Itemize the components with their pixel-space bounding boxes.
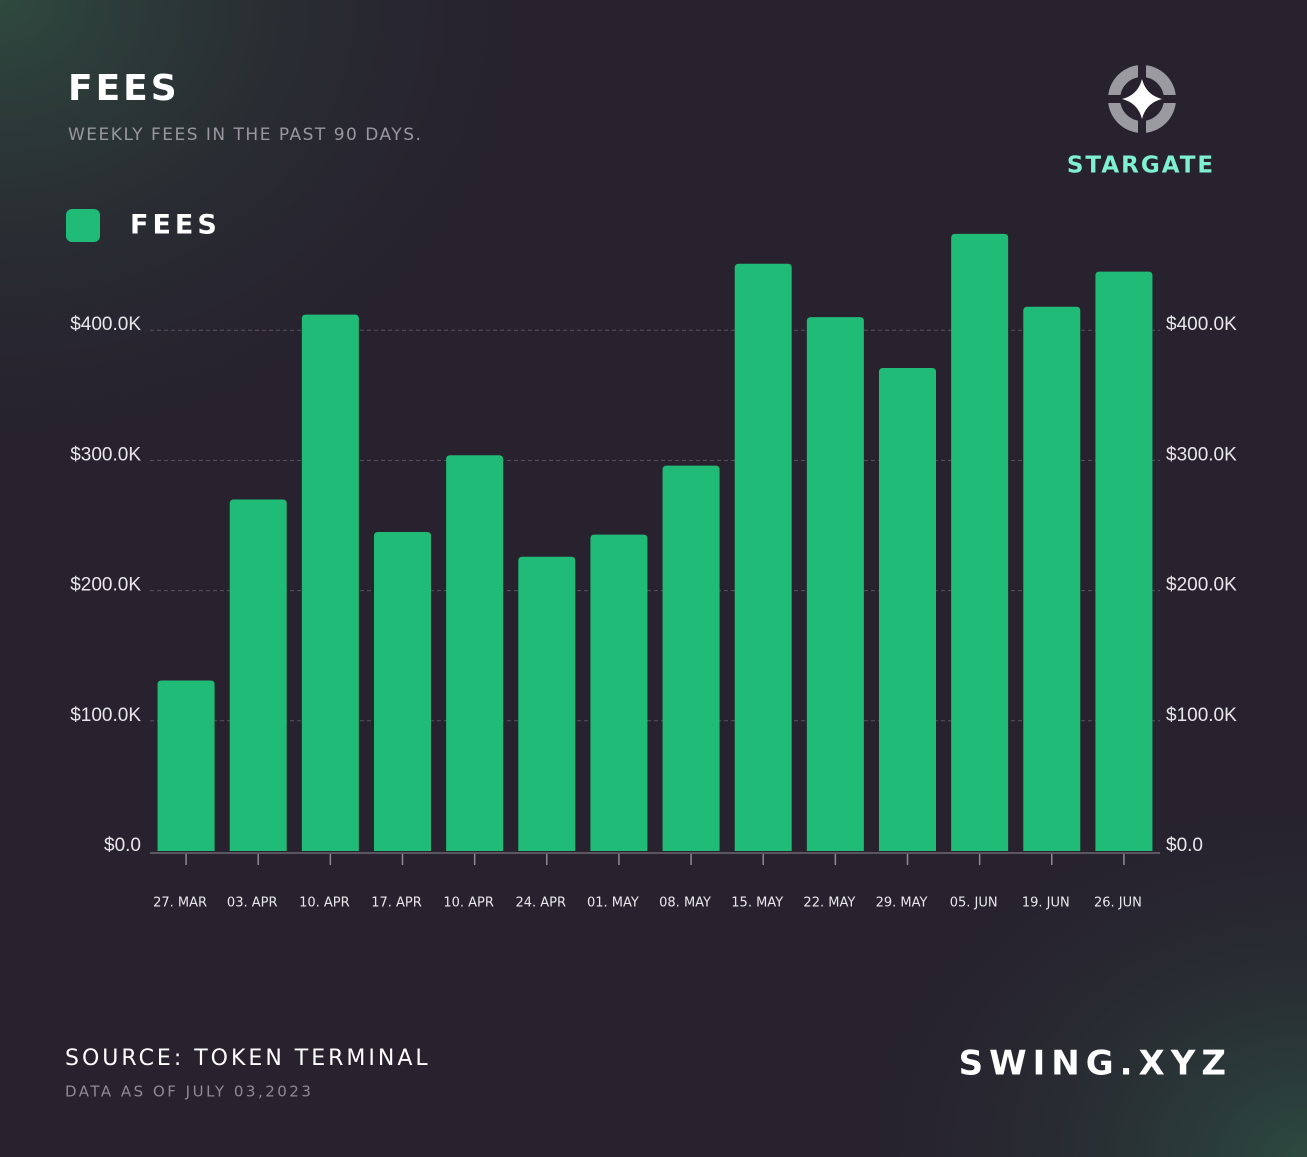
y2-tick-label: $100.0K [1166, 705, 1237, 726]
logo [1106, 63, 1178, 135]
y-tick-label: $400.0K [70, 314, 141, 335]
y2-tick-label: $400.0K [1166, 314, 1237, 335]
legend-swatch [66, 209, 100, 242]
x-tick-label: 19. JUN [1022, 896, 1070, 911]
x-tick-label: 05. JUN [950, 896, 998, 911]
chart-title: FEES [68, 68, 180, 109]
x-tick-label: 10. APR [299, 896, 350, 911]
source: SOURCE: TOKEN TERMINAL [65, 1046, 431, 1071]
x-tick-label: 26. JUN [1094, 896, 1142, 911]
bar [1095, 271, 1153, 851]
y2-tick-label: $200.0K [1166, 575, 1237, 596]
x-tick-label: 17. APR [371, 896, 422, 911]
bar [518, 556, 576, 851]
x-tick-label: 08. MAY [659, 896, 711, 911]
watermark: SWING.XYZ [959, 1044, 1232, 1084]
x-tick-label: 24. APR [515, 896, 566, 911]
bar [734, 263, 792, 852]
bar [157, 680, 215, 851]
legend-label: FEES [130, 210, 221, 241]
bar [229, 499, 287, 851]
bar [662, 465, 720, 851]
bar [1023, 306, 1081, 851]
y-tick-label: $200.0K [70, 575, 141, 596]
note: DATA AS OF JULY 03,2023 [65, 1083, 313, 1101]
bar [590, 534, 648, 851]
bar [301, 314, 359, 851]
chart-subtitle: WEEKLY FEES IN THE PAST 90 DAYS. [68, 125, 422, 145]
y2-tick-label: $0.0 [1166, 835, 1203, 856]
x-tick-label: 22. MAY [803, 896, 855, 911]
bar [879, 367, 936, 851]
bar [374, 532, 431, 851]
x-tick-label: 15. MAY [731, 896, 783, 911]
x-tick-label: 27. MAR [153, 896, 207, 911]
y-tick-label: $0.0 [104, 835, 141, 856]
bar [446, 455, 504, 851]
y2-tick-label: $300.0K [1166, 444, 1237, 465]
y-tick-label: $300.0K [70, 444, 141, 465]
x-tick-label: 01. MAY [587, 896, 639, 911]
glow [0, 0, 600, 500]
y-tick-label: $100.0K [70, 705, 141, 726]
bar [806, 317, 864, 851]
brand: STARGATE [1067, 153, 1215, 179]
x-tick-label: 03. APR [227, 896, 278, 911]
x-tick-label: 29. MAY [876, 896, 928, 911]
x-tick-label: 10. APR [443, 896, 494, 911]
bar [951, 233, 1009, 852]
